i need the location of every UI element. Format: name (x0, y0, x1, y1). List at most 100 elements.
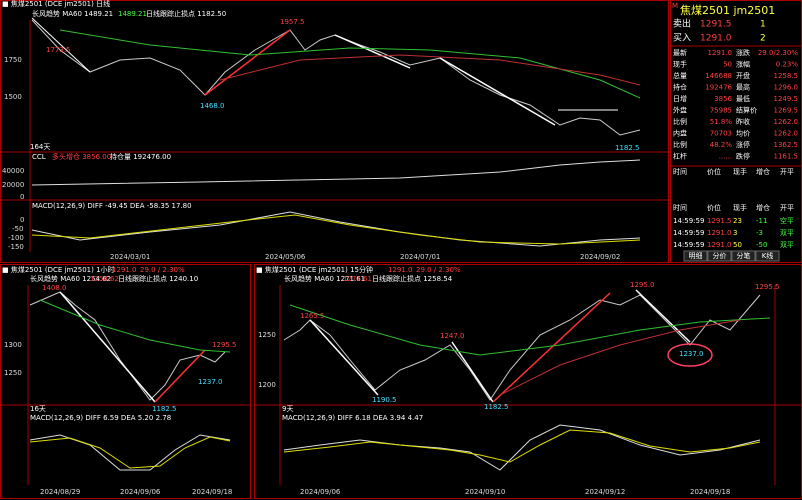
hourly-frame (0, 264, 251, 499)
quote-value: 1249.5 (774, 95, 799, 103)
quote-title: 焦煤2501 jm2501 (680, 4, 775, 17)
ma-line (499, 319, 741, 396)
ccl-tick: 0 (20, 193, 24, 201)
y-tick: 1300 (4, 341, 22, 349)
price: 1291.0 (112, 266, 137, 274)
tab-label[interactable]: 分价 (713, 251, 727, 260)
quote-value: 1161.5 (774, 153, 799, 161)
trend-line (154, 349, 206, 403)
quote-label: 总量 (673, 71, 687, 80)
days: 9天 (282, 405, 293, 413)
trade-cell: -50 (756, 241, 767, 249)
change: 29.0 / 2.30% (416, 266, 461, 274)
trade-header: 时间 (673, 167, 687, 176)
dea-line (29, 436, 231, 469)
stop: 日线跟踪止损点 1240.10 (118, 274, 198, 283)
quote-value: 1262.0 (774, 130, 799, 138)
ma-line (219, 54, 641, 86)
tab-label[interactable]: 分笔 (737, 251, 751, 260)
days: 164天 (30, 143, 50, 151)
quote-label: 外盘 (673, 106, 687, 115)
quote-label: 杠杆 (673, 152, 687, 161)
tab[interactable] (707, 250, 732, 262)
trade-header: 开平 (780, 204, 794, 212)
trade-header: 价位 (707, 203, 721, 212)
price: 1291.0 (388, 266, 413, 274)
trade-cell: 1291.0 (707, 229, 732, 237)
quote-value: 48.2% (710, 141, 733, 149)
price-label: 1773.5 (46, 46, 71, 54)
ccl-tick: 40000 (2, 167, 24, 175)
macd-tick: 0 (20, 216, 24, 224)
price-label: 1295.5 (755, 283, 780, 291)
macd-tick: -100 (8, 234, 24, 242)
y-tick: 1750 (4, 56, 22, 64)
trade-cell: 23 (733, 217, 742, 225)
price-label: 1247.0 (440, 332, 465, 340)
date: 2024/09/18 (690, 488, 730, 496)
date: 2024/09/06 (120, 488, 161, 496)
quote-label: 开盘 (736, 71, 750, 80)
main-frame (0, 0, 669, 263)
tab-label[interactable]: K线 (762, 251, 774, 260)
trade-cell: 14:59:59 (673, 217, 704, 225)
ask-size: 1 (760, 20, 766, 30)
quote-label: 结算价 (736, 106, 757, 115)
ma60 (39, 299, 231, 353)
quote-table: 卖出 1291.5 1买入 1291.0 2最新 1291.0 涨跌 29.0/2.30%现手… (670, 18, 802, 167)
ask-label: 卖出 (673, 18, 691, 30)
price-label: 1237.0 (679, 350, 704, 358)
corner: M (672, 2, 678, 10)
ma-value: 1271.61 (343, 275, 372, 283)
change: 29.0 / 2.30% (140, 266, 185, 274)
quote-label: 涨幅 (736, 60, 750, 69)
macd: MACD(12,26,9) DIFF 6.18 DEA 3.94 4.47 (282, 414, 423, 422)
tab[interactable] (755, 250, 780, 262)
quote-value: ...... (719, 153, 732, 161)
tab[interactable] (683, 250, 708, 262)
date: 2024/07/01 (400, 253, 440, 261)
trend-line (59, 291, 156, 403)
date: 2024/09/12 (585, 488, 625, 496)
quote-value: 1296.0 (774, 84, 799, 92)
quote-value: 29.0/2.30% (758, 49, 799, 57)
price-label: 1468.0 (200, 102, 225, 110)
quote-value: 75985 (710, 107, 732, 115)
trade-cell: 3 (733, 229, 737, 237)
date: 2024/08/29 (40, 488, 80, 496)
quote-label: 日增 (673, 94, 687, 103)
quote-label: 比例 (673, 117, 687, 126)
diff-line (283, 424, 761, 471)
ma-value: 1489.21 (118, 10, 147, 18)
price-label: 1265.5 (300, 312, 325, 320)
trade-header: 时间 (673, 203, 687, 212)
quote-label: 跌停 (736, 152, 750, 161)
trend-line (451, 341, 494, 403)
quote-value: 0.23% (776, 61, 799, 69)
quote-value: 1258.5 (774, 72, 799, 80)
stop: 日线跟踪止损点 1182.50 (146, 9, 226, 18)
tab[interactable] (731, 250, 756, 262)
symbol: ■ 焦煤2501 (DCE jm2501) 1小时 (2, 265, 115, 274)
indicator: 长风趋势 MA60 1254.62 (30, 274, 111, 283)
quote-value: 50 (723, 61, 732, 69)
trade-cell: 双平 (780, 229, 794, 237)
macd-tick: -150 (8, 243, 24, 251)
price-label: 1295.0 (630, 281, 655, 289)
date: 2024/09/18 (192, 488, 232, 496)
trade-header: 增仓 (756, 167, 770, 176)
price-label: 1295.5 (212, 341, 237, 349)
date: 2024/09/06 (300, 488, 341, 496)
quote-label: 最新 (673, 48, 687, 57)
quote-value: 70703 (710, 130, 732, 138)
ma60 (289, 304, 771, 356)
trade-cell: 14:59:59 (673, 229, 704, 237)
y-tick: 1250 (4, 369, 22, 377)
trend-line (31, 17, 91, 73)
tab-label[interactable]: 明细 (689, 251, 703, 260)
price-label: 1190.5 (372, 396, 397, 404)
quote-label: 最低 (736, 94, 750, 103)
trade-cell: 14:59:59 (673, 241, 704, 249)
quote-value: 1262.0 (774, 118, 799, 126)
